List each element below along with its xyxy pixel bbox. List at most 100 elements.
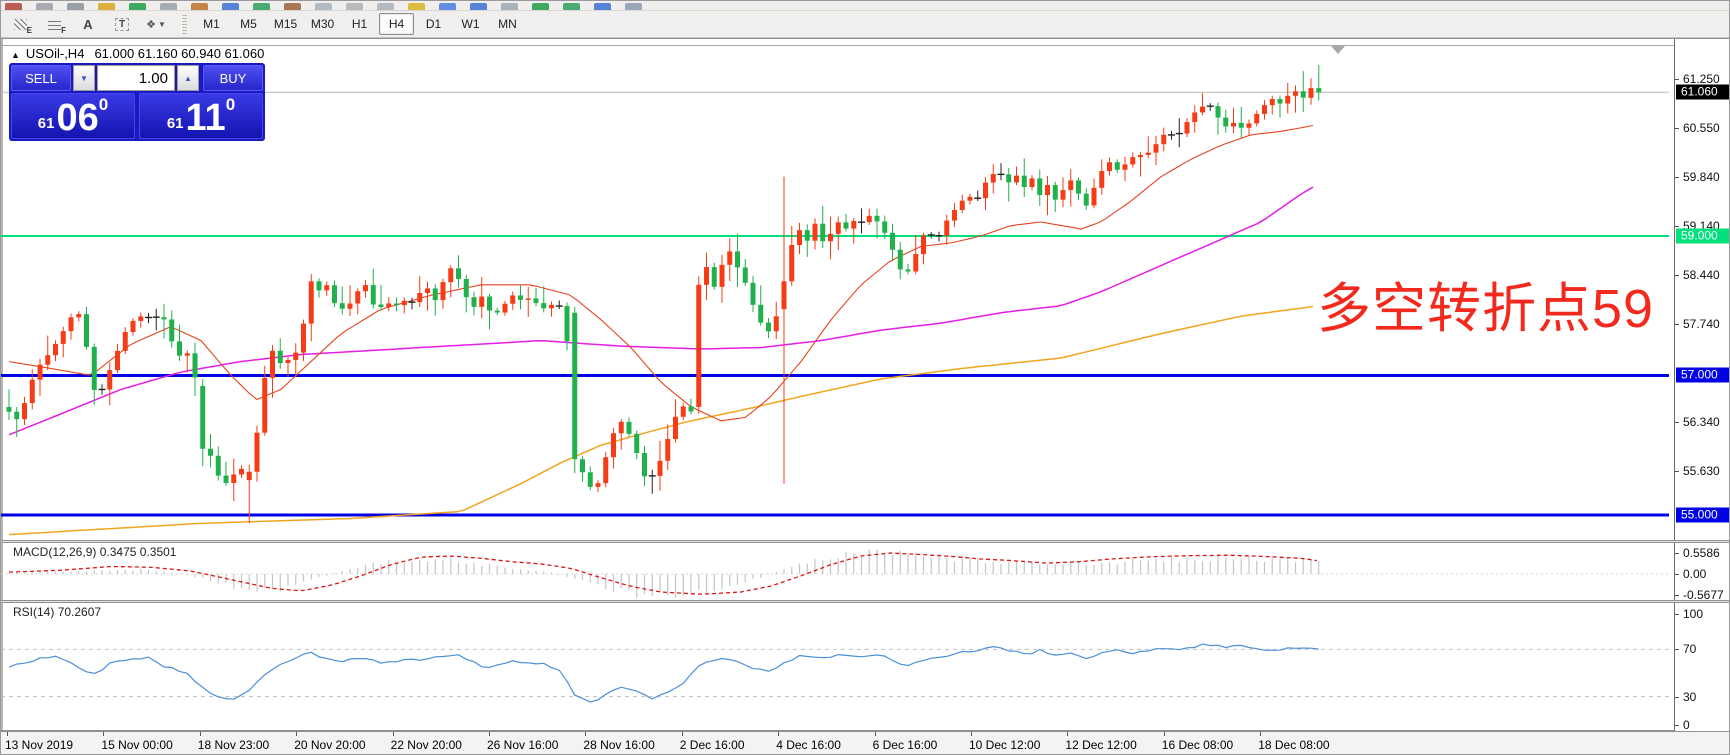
axis-tick-mark [1675, 725, 1679, 726]
axis-tick-mark [1675, 421, 1679, 423]
time-tick-mark [778, 732, 780, 736]
period-button-mn[interactable]: MN [498, 17, 517, 31]
volume-down-button[interactable]: ▼ [73, 65, 95, 91]
toolbar-icon-stub[interactable] [222, 3, 239, 10]
toolbar-icon-stub[interactable] [5, 3, 22, 10]
time-tick-mark [1163, 732, 1165, 736]
buy-button[interactable]: BUY [203, 65, 263, 91]
sell-price-tile[interactable]: 61 06 0 [11, 93, 135, 139]
price-badge: 57.000 [1676, 367, 1729, 383]
volume-input[interactable] [97, 65, 175, 91]
toolbar-icon-stub[interactable] [129, 3, 146, 10]
text-label-tool-icon[interactable]: T [107, 12, 137, 36]
time-tick-mark [1260, 732, 1262, 736]
axis-tick-mark [1675, 471, 1679, 473]
fibonacci-retracement-icon[interactable]: F [39, 12, 69, 36]
toolbar-icon-stub[interactable] [625, 3, 642, 10]
sell-price-big: 06 [56, 97, 99, 139]
time-label: 20 Nov 20:00 [294, 738, 366, 752]
panel-splitter[interactable] [1, 600, 1729, 603]
toolbar-grip[interactable] [181, 14, 187, 34]
buy-price-big: 11 [185, 97, 226, 139]
toolbar-icon-stub[interactable] [594, 3, 611, 10]
sell-button[interactable]: SELL [11, 65, 71, 91]
toolbar-icon-stub[interactable] [346, 3, 363, 10]
time-axis[interactable]: 13 Nov 2019 15 Nov 00:00 18 Nov 23:00 20 No… [1, 731, 1729, 754]
macd-panel[interactable] [1, 543, 1674, 600]
toolbar-icon-stub[interactable] [36, 3, 53, 10]
axis-tick-mark [1675, 177, 1679, 179]
time-label: 15 Nov 00:00 [101, 738, 173, 752]
price-tick-label: 60.550 [1683, 120, 1720, 135]
axis-tick-mark [1675, 574, 1679, 575]
collapse-triangle-icon[interactable]: ▲ [11, 50, 20, 60]
rsi-panel[interactable] [1, 603, 1674, 731]
toolbar-icon-stub[interactable] [160, 3, 177, 10]
period-button-d1[interactable]: D1 [425, 17, 442, 31]
rsi-tick-label: 100 [1683, 607, 1704, 621]
time-tick-mark [199, 732, 201, 736]
toolbar-icon-stub[interactable] [470, 3, 487, 10]
panel-splitter[interactable] [1, 540, 1729, 543]
ohlc-values: 61.000 61.160 60.940 61.060 [94, 46, 265, 61]
price-axis[interactable]: 61.250 60.550 59.840 59.140 58.440 57.740 56.3… [1674, 39, 1729, 732]
price-badge: 59.000 [1676, 228, 1729, 244]
time-label: 18 Dec 08:00 [1258, 738, 1330, 752]
toolbar-icon-stub[interactable] [532, 3, 549, 10]
volume-up-button[interactable]: ▲ [177, 65, 199, 91]
time-tick-mark [296, 732, 298, 736]
macd-tick-label: 0.00 [1683, 567, 1707, 581]
letter-a-icon: A [83, 16, 93, 32]
toolbar-clipped-row [1, 1, 1729, 11]
buy-price-small: 61 [166, 115, 184, 132]
rsi-name: RSI(14) [13, 605, 55, 619]
time-tick-mark [103, 732, 105, 736]
rsi-tick-label: 70 [1683, 642, 1697, 657]
toolbar-icon-stub[interactable] [563, 3, 580, 10]
main-price-chart[interactable] [1, 45, 1674, 540]
time-tick-mark [585, 732, 587, 736]
toolbar-icon-stub[interactable] [253, 3, 270, 10]
toolbar-main-row: E F A T ❖ ▼ M1 M5 M15 M30 H1 H4 D1 W1 MN [1, 11, 1729, 38]
time-tick-mark [971, 732, 972, 736]
period-button-w1[interactable]: W1 [461, 17, 480, 31]
time-label: 12 Dec 12:00 [1065, 738, 1137, 752]
toolbar-icon-stub[interactable] [377, 3, 394, 10]
toolbar-icon-stub[interactable] [191, 3, 208, 10]
period-button-m1[interactable]: M1 [203, 17, 220, 31]
time-label: 28 Nov 16:00 [583, 738, 655, 752]
axis-tick-mark [1675, 595, 1679, 597]
period-button-h1[interactable]: H1 [351, 17, 368, 31]
symbol-title: USOil-,H4 [25, 46, 85, 61]
toolbar-icon-stub[interactable] [98, 3, 115, 10]
toolbar-icon-stub[interactable] [408, 3, 425, 10]
period-button-m15[interactable]: M15 [273, 17, 298, 31]
period-button-m5[interactable]: M5 [240, 17, 257, 31]
axis-tick-mark [1675, 275, 1679, 277]
fibo-lines-icon [47, 18, 61, 30]
time-tick-mark [1067, 732, 1069, 736]
period-button-h4[interactable]: H4 [379, 13, 414, 35]
axis-tick-mark [1675, 79, 1679, 80]
arrows-tool-icon[interactable]: ❖ ▼ [141, 12, 171, 36]
sell-price-sup: 0 [98, 95, 109, 114]
time-label: 22 Nov 20:00 [390, 738, 462, 752]
toolbar-icon-stub[interactable] [439, 3, 456, 10]
period-button-m30[interactable]: M30 [310, 17, 335, 31]
buy-price-tile[interactable]: 61 11 0 [139, 93, 263, 139]
toolbar-icon-stub[interactable] [284, 3, 301, 10]
toolbar-icon-stub[interactable] [67, 3, 84, 10]
annotation-text: 多空转折点59 [1317, 279, 1655, 339]
chart-shift-icon[interactable] [1331, 46, 1345, 54]
time-label: 26 Nov 16:00 [487, 738, 559, 752]
time-label: 6 Dec 16:00 [872, 738, 938, 752]
chart-window: ▲ USOil-,H4 61.000 61.160 60.940 61.060 SE… [1, 38, 1729, 754]
text-tool-icon[interactable]: A [73, 12, 103, 36]
macd-tick-label: 0.5586 [1683, 546, 1720, 561]
macd-tick-label: -0.5677 [1683, 588, 1724, 603]
toolbar-icon-stub[interactable] [315, 3, 332, 10]
equidistant-channel-icon[interactable]: E [5, 12, 35, 36]
toolbar-icon-stub[interactable] [501, 3, 518, 10]
axis-tick-mark [1675, 696, 1679, 698]
tool-badge: E [26, 26, 32, 35]
